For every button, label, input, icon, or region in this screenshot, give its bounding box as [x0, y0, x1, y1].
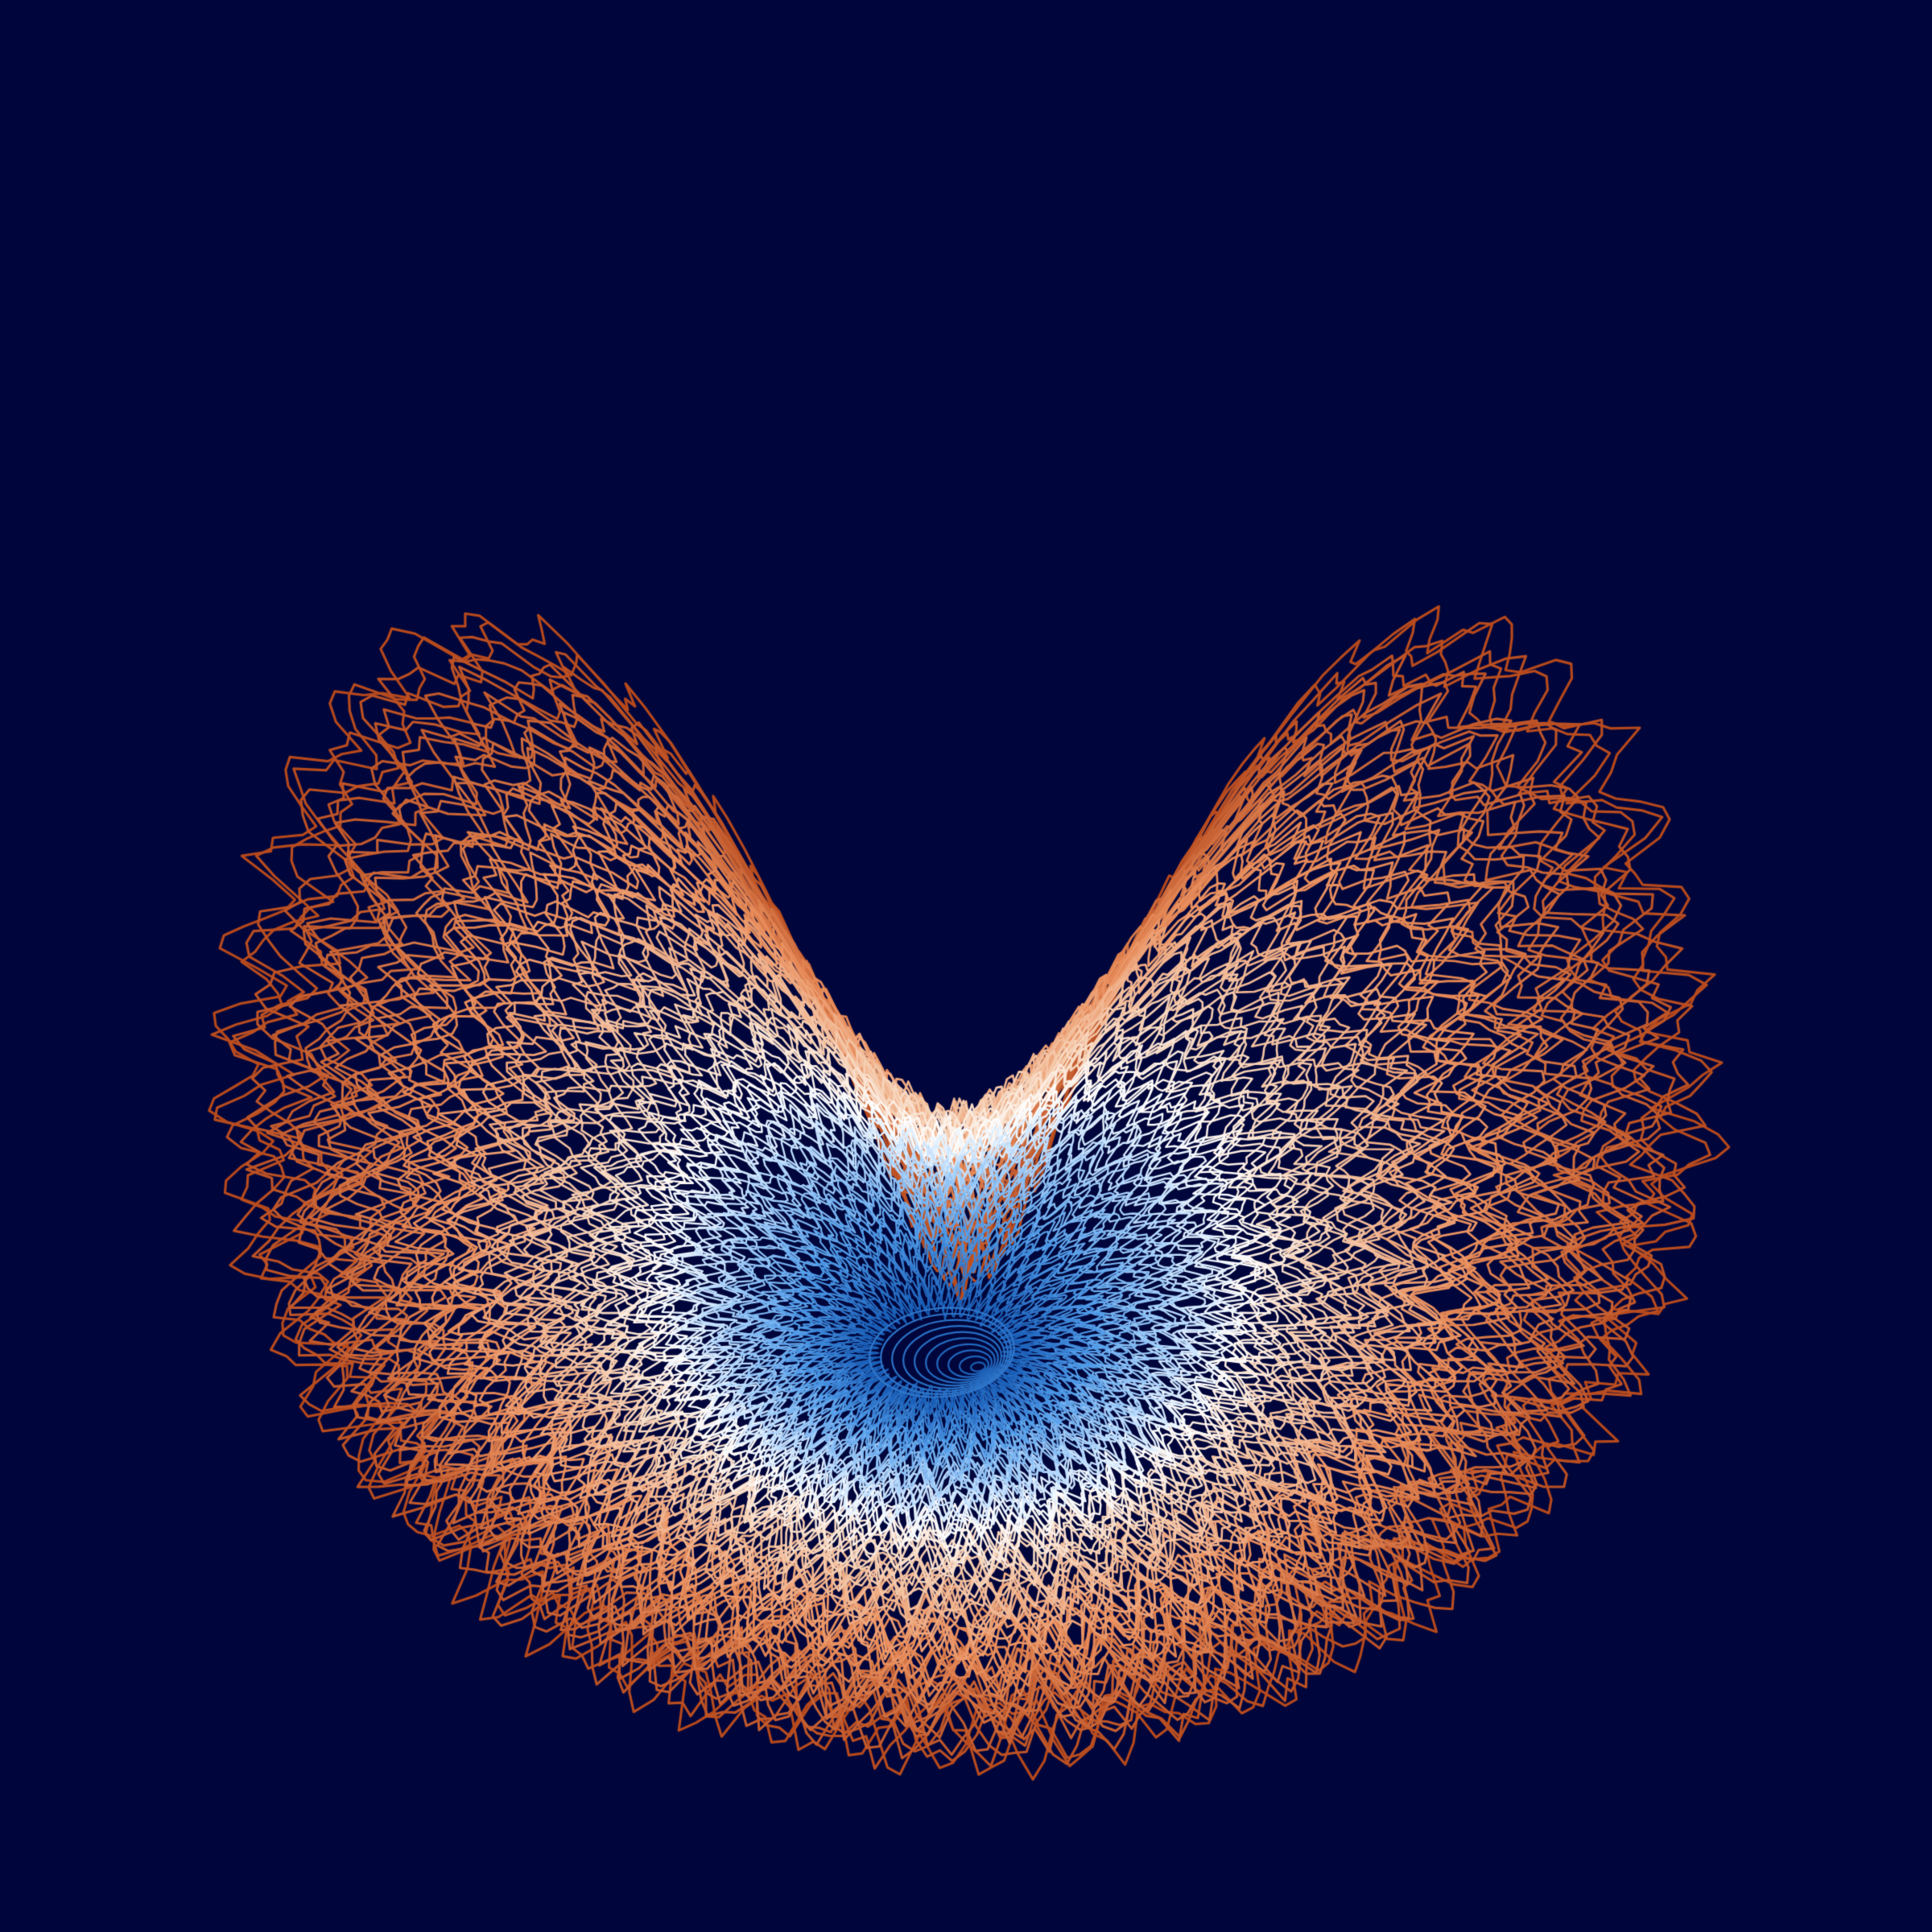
contour-art-canvas — [0, 0, 1932, 1932]
